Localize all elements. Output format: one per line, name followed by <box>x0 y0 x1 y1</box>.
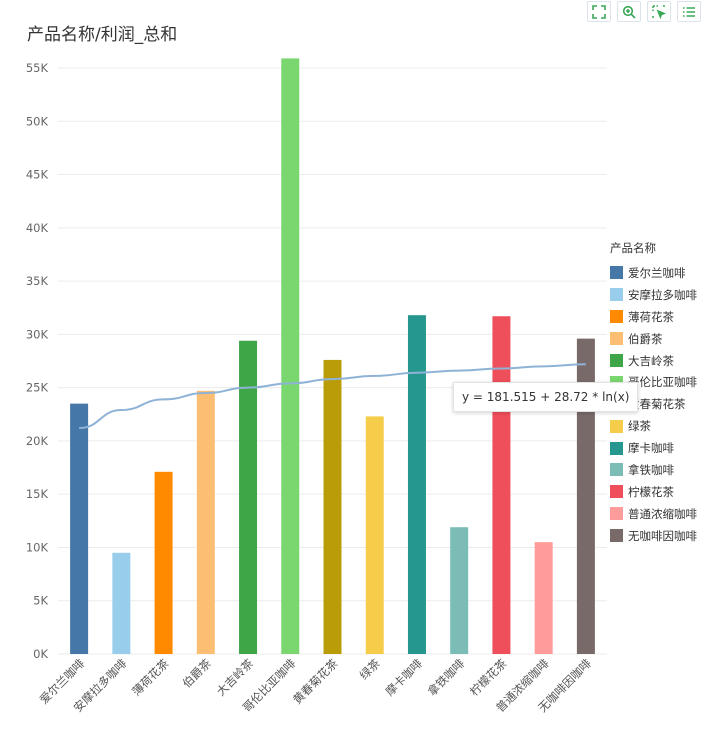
x-tick-label: 柠檬花茶 <box>467 656 510 699</box>
legend: 产品名称 爱尔兰咖啡安摩拉多咖啡 薄荷花茶伯爵茶大吉岭茶哥伦比亚咖啡 黄春菊花茶绿茶… <box>610 240 697 547</box>
y-tick-label: 25K <box>26 381 49 395</box>
legend-label: 拿铁咖啡 <box>628 462 674 477</box>
chart-toolbar <box>587 1 701 22</box>
legend-label: 绿茶 <box>628 419 651 434</box>
legend-swatch <box>610 507 623 521</box>
legend-item[interactable]: 拿铁咖啡 <box>610 459 697 481</box>
trendline-tooltip: y = 181.515 + 28.72 * ln(x) <box>453 382 639 412</box>
legend-label: 安摩拉多咖啡 <box>628 287 697 302</box>
y-tick-label: 30K <box>26 327 49 341</box>
x-tick-label: 伯爵茶 <box>180 656 215 691</box>
fullscreen-icon <box>592 4 606 19</box>
x-tick-label: 拿铁咖啡 <box>425 656 468 699</box>
x-tick-label: 黄春菊花茶 <box>290 656 341 707</box>
x-tick-label: 薄荷花茶 <box>129 656 172 699</box>
legend-item[interactable]: 薄荷花茶 <box>610 306 697 328</box>
legend-swatch <box>610 419 623 433</box>
select-button[interactable] <box>647 1 671 22</box>
y-tick-label: 5K <box>33 594 48 608</box>
legend-label: 黄春菊花茶 <box>628 397 686 412</box>
bar <box>112 552 131 654</box>
legend-item[interactable]: 摩卡咖啡 <box>610 437 697 459</box>
select-icon <box>652 4 666 19</box>
list-icon <box>683 6 695 17</box>
legend-title: 产品名称 <box>610 241 656 255</box>
legend-label: 哥伦比亚咖啡 <box>628 375 697 390</box>
bar <box>450 527 469 654</box>
bar <box>492 316 511 654</box>
zoom-in-button[interactable] <box>617 1 641 22</box>
y-tick-label: 55K <box>26 61 49 75</box>
legend-item[interactable]: 绿茶 <box>610 415 697 437</box>
y-tick-label: 45K <box>26 168 49 182</box>
legend-label: 柠檬花茶 <box>628 484 674 499</box>
bar <box>576 338 595 654</box>
bar <box>365 416 384 654</box>
bar <box>154 471 173 654</box>
x-tick-label: 绿茶 <box>357 656 384 683</box>
legend-item[interactable]: 大吉岭茶 <box>610 350 697 372</box>
x-tick-label: 摩卡咖啡 <box>383 656 426 699</box>
y-tick-label: 10K <box>26 540 49 554</box>
list-button[interactable] <box>677 1 701 22</box>
x-tick-label: 大吉岭茶 <box>214 656 257 699</box>
bar <box>323 359 342 654</box>
trendline <box>79 363 586 430</box>
legend-item[interactable]: 爱尔兰咖啡 <box>610 262 697 284</box>
y-tick-label: 15K <box>26 487 49 501</box>
legend-item[interactable]: 普通浓缩咖啡 <box>610 503 697 525</box>
bar <box>281 58 300 655</box>
legend-label: 伯爵茶 <box>628 331 663 346</box>
chart-title: 产品名称/利润_总和 <box>27 25 178 45</box>
legend-item[interactable]: 伯爵茶 <box>610 328 697 350</box>
legend-label: 爱尔兰咖啡 <box>628 265 686 280</box>
legend-swatch <box>610 266 623 280</box>
legend-swatch <box>610 288 623 302</box>
legend-swatch <box>610 485 623 499</box>
fullscreen-button[interactable] <box>587 1 611 22</box>
bar <box>70 403 89 654</box>
legend-swatch <box>610 354 623 367</box>
legend-item[interactable]: 无咖啡因咖啡 <box>610 525 697 547</box>
legend-swatch <box>610 441 623 455</box>
bar <box>534 542 553 654</box>
y-tick-label: 0K <box>33 647 48 661</box>
y-tick-label: 35K <box>26 274 49 288</box>
legend-swatch <box>610 332 623 346</box>
bar <box>239 340 258 654</box>
legend-label: 无咖啡因咖啡 <box>628 528 697 543</box>
legend-swatch <box>610 463 623 477</box>
legend-item[interactable]: 柠檬花茶 <box>610 481 697 503</box>
zoom-in-icon <box>622 5 636 19</box>
legend-label: 大吉岭茶 <box>628 353 674 368</box>
bar <box>407 315 426 654</box>
legend-label: 薄荷花茶 <box>628 309 674 324</box>
legend-label: 普通浓缩咖啡 <box>628 506 697 521</box>
y-tick-label: 40K <box>26 221 49 235</box>
bar <box>196 390 215 654</box>
y-tick-label: 50K <box>26 114 49 128</box>
legend-label: 摩卡咖啡 <box>628 441 674 456</box>
legend-swatch <box>610 529 623 543</box>
y-tick-label: 20K <box>26 434 49 448</box>
legend-item[interactable]: 安摩拉多咖啡 <box>610 284 697 306</box>
legend-swatch <box>610 310 623 324</box>
